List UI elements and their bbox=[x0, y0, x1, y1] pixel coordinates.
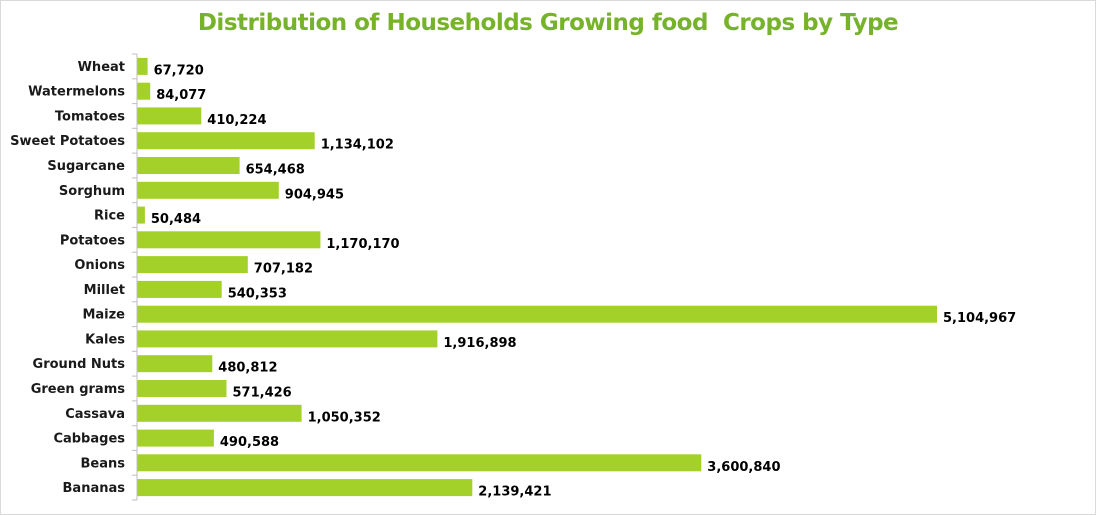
data-label: 410,224 bbox=[207, 113, 266, 128]
data-label: 904,945 bbox=[285, 187, 344, 202]
category-label: Tomatoes bbox=[55, 109, 125, 124]
data-label: 540,353 bbox=[228, 286, 287, 301]
data-label: 50,484 bbox=[151, 212, 201, 227]
category-label: Rice bbox=[94, 209, 125, 224]
bar bbox=[137, 404, 302, 422]
bar bbox=[137, 380, 227, 397]
category-label: Beans bbox=[81, 456, 126, 471]
category-label: Millet bbox=[84, 283, 125, 298]
bar bbox=[137, 82, 151, 100]
category-label: Sugarcane bbox=[47, 159, 125, 174]
data-label: 571,426 bbox=[233, 386, 292, 401]
bar bbox=[137, 132, 315, 150]
data-label: 84,077 bbox=[156, 88, 206, 103]
category-label: Cassava bbox=[65, 407, 125, 422]
data-label: 1,916,898 bbox=[443, 336, 516, 351]
data-label: 5,104,967 bbox=[943, 311, 1016, 326]
category-label: Potatoes bbox=[60, 233, 125, 248]
bar bbox=[137, 330, 438, 348]
data-label: 1,050,352 bbox=[308, 410, 381, 425]
data-label: 67,720 bbox=[154, 63, 204, 78]
category-label: Sweet Potatoes bbox=[10, 134, 125, 149]
bar bbox=[137, 206, 145, 224]
bar bbox=[137, 181, 279, 199]
data-label: 1,170,170 bbox=[326, 237, 399, 252]
bar bbox=[137, 429, 214, 447]
bar bbox=[137, 231, 321, 249]
data-label: 654,468 bbox=[246, 163, 305, 178]
bar bbox=[137, 479, 473, 497]
category-label: Watermelons bbox=[28, 85, 125, 100]
category-label: Onions bbox=[74, 258, 125, 273]
data-label: 3,600,840 bbox=[707, 460, 780, 475]
bar bbox=[137, 454, 702, 472]
category-label: Sorghum bbox=[59, 184, 125, 199]
bar bbox=[137, 280, 222, 298]
bar bbox=[137, 256, 248, 274]
chart-title: Distribution of Households Growing food … bbox=[197, 10, 899, 36]
category-label: Kales bbox=[85, 332, 125, 347]
category-label: Bananas bbox=[63, 481, 126, 496]
category-label: Ground Nuts bbox=[33, 357, 126, 372]
data-label: 2,139,421 bbox=[478, 485, 551, 500]
data-label: 490,588 bbox=[220, 435, 279, 450]
category-label: Cabbages bbox=[53, 432, 125, 447]
bar bbox=[137, 107, 202, 125]
bar bbox=[137, 305, 937, 323]
bar bbox=[137, 355, 213, 373]
bar bbox=[137, 57, 148, 75]
data-label: 1,134,102 bbox=[321, 138, 394, 153]
data-label: 480,812 bbox=[218, 361, 277, 376]
category-label: Maize bbox=[82, 308, 125, 323]
data-label: 707,182 bbox=[254, 262, 313, 277]
bar bbox=[137, 157, 240, 174]
category-label: Wheat bbox=[78, 60, 125, 75]
category-label: Green grams bbox=[31, 382, 126, 397]
